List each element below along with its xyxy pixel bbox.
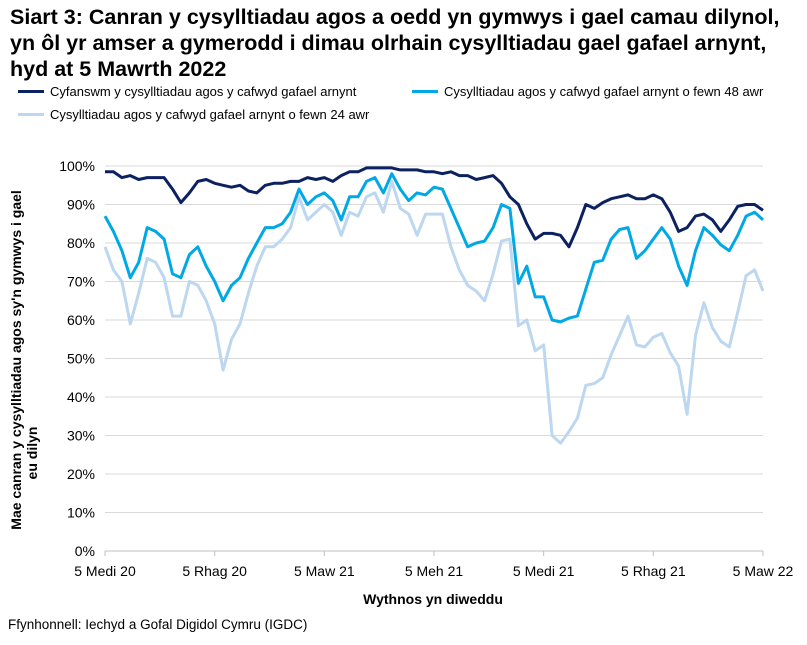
x-tick-label: 5 Medi 21: [513, 563, 575, 579]
y-tick-label: 60%: [67, 312, 95, 328]
legend-item-total: Cyfanswm y cysylltiadau agos y cafwyd ga…: [18, 84, 356, 99]
x-tick-label: 5 Meh 21: [405, 563, 464, 579]
y-axis-title-line-2: eu dilyn: [24, 427, 40, 480]
chart-title: Siart 3: Canran y cysylltiadau agos a oe…: [10, 5, 780, 81]
legend-label-48h: Cysylltiadau agos y cafwyd gafael arnynt…: [444, 84, 764, 99]
y-tick-label: 100%: [59, 158, 95, 174]
legend-swatch-total: [18, 90, 44, 93]
x-tick-label: 5 Medi 20: [74, 563, 136, 579]
x-tick-label: 5 Maw 21: [294, 563, 355, 579]
x-tick-label: 5 Rhag 21: [621, 563, 686, 579]
y-tick-label: 70%: [67, 274, 95, 290]
x-axis-title: Wythnos yn diweddu: [363, 591, 503, 607]
y-tick-label: 50%: [67, 351, 95, 367]
y-tick-label: 20%: [67, 466, 95, 482]
y-tick-label: 80%: [67, 235, 95, 251]
x-tick-label: 5 Rhag 20: [182, 563, 247, 579]
y-tick-label: 30%: [67, 428, 95, 444]
legend-label-total: Cyfanswm y cysylltiadau agos y cafwyd ga…: [50, 84, 357, 99]
legend-swatch-24h: [18, 113, 44, 116]
legend-item-48h: Cysylltiadau agos y cafwyd gafael arnynt…: [412, 84, 763, 99]
series-line-2: [103, 179, 765, 445]
source-note: Ffynhonnell: Iechyd a Gofal Digidol Cymr…: [8, 617, 308, 632]
y-axis-title: Mae canran y cysylltiadau agos sy'n gymw…: [8, 186, 40, 529]
y-tick-label: 10%: [67, 505, 95, 521]
legend-swatch-48h: [412, 90, 438, 93]
y-axis-title-line-1: Mae canran y cysylltiadau agos sy'n gymw…: [8, 190, 24, 529]
y-tick-label: 0%: [75, 543, 95, 559]
legend-label-24h: Cysylltiadau agos y cafwyd gafael arnynt…: [50, 107, 370, 122]
series-line-1: [103, 172, 765, 324]
y-tick-label: 40%: [67, 389, 95, 405]
x-tick-label: 5 Maw 22: [733, 563, 794, 579]
legend-item-24h: Cysylltiadau agos y cafwyd gafael arnynt…: [18, 107, 369, 122]
y-tick-label: 90%: [67, 197, 95, 213]
series-line-0: [105, 166, 764, 249]
